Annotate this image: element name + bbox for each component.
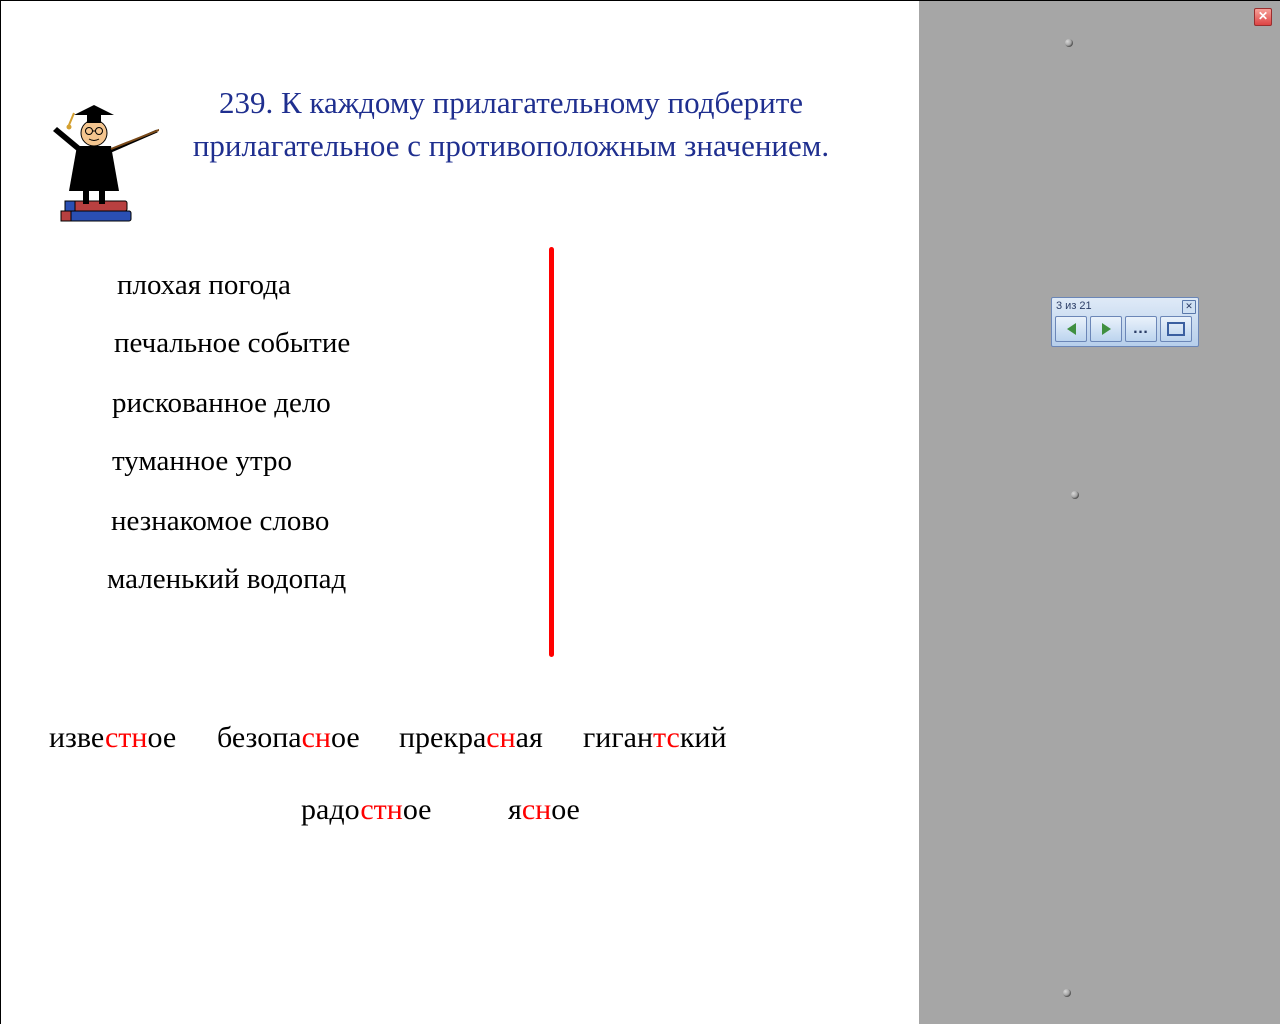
slide-counter: 3 из 21 [1056,300,1092,312]
phrase-item: туманное утро [112,445,292,478]
slide-nav-toolbar[interactable]: 3 из 21 ✕ … [1051,297,1199,347]
highlighted-letters: сн [486,721,515,754]
word-fragment: ая [516,721,543,754]
highlighted-letters: сн [302,721,331,754]
answer-word: безопасное [217,721,360,755]
answer-word: известное [49,721,176,755]
phrase-item: рискованное дело [112,387,331,420]
word-fragment: ое [331,721,360,754]
arrow-left-icon [1067,323,1076,335]
highlighted-letters: стн [105,721,147,754]
nav-menu-button[interactable]: … [1125,316,1157,342]
nav-prev-button[interactable] [1055,316,1087,342]
desktop-gray-panel [919,1,1280,1024]
word-fragment: прекра [399,721,486,754]
word-fragment: радо [301,793,360,826]
vertical-divider [549,247,554,657]
phrase-item: плохая погода [117,269,291,302]
highlighted-letters: тс [653,721,680,754]
exercise-title: 239. К каждому прилагательному подберите… [141,81,881,168]
nav-fullscreen-button[interactable] [1160,316,1192,342]
scroll-dot-icon [1071,491,1079,499]
word-fragment: ое [403,793,432,826]
slide: 239. К каждому прилагательному подберите… [1,1,919,1024]
nav-next-button[interactable] [1090,316,1122,342]
close-icon: ✕ [1258,9,1268,23]
nav-close-button[interactable]: ✕ [1182,300,1196,314]
word-fragment: я [508,793,522,826]
ellipsis-icon: … [1133,324,1150,334]
arrow-right-icon [1102,323,1111,335]
answer-word: ясное [508,793,580,827]
answer-word: гигантский [583,721,727,755]
word-fragment: кий [680,721,727,754]
title-line-1: 239. К каждому прилагательному подберите [141,81,881,124]
word-fragment: ое [147,721,176,754]
word-fragment: гиган [583,721,653,754]
phrase-item: незнакомое слово [111,505,329,538]
word-fragment: ое [551,793,580,826]
scroll-dot-icon [1065,39,1073,47]
phrase-item: маленький водопад [107,563,346,596]
word-fragment: изве [49,721,105,754]
close-button[interactable]: ✕ [1254,8,1272,26]
desktop: 239. К каждому прилагательному подберите… [0,0,1280,1024]
phrase-item: печальное событие [114,327,350,360]
highlighted-letters: стн [360,793,402,826]
answer-word: прекрасная [399,721,543,755]
title-line-2: прилагательное с противоположным значени… [141,124,881,167]
highlighted-letters: сн [522,793,551,826]
answer-word: радостное [301,793,432,827]
scroll-dot-icon [1063,989,1071,997]
word-fragment: безопа [217,721,302,754]
expand-icon [1167,322,1185,336]
